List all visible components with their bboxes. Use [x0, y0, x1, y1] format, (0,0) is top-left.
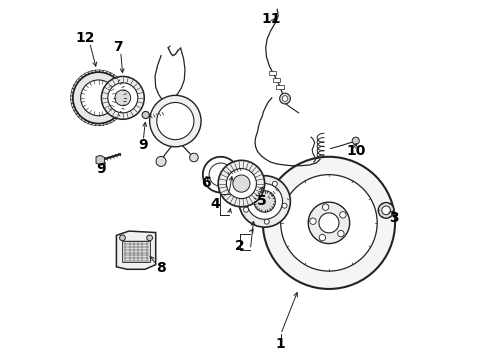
Circle shape	[244, 207, 248, 212]
Circle shape	[263, 157, 395, 289]
Circle shape	[226, 168, 256, 199]
Text: 11: 11	[261, 12, 281, 26]
Circle shape	[308, 202, 350, 244]
Circle shape	[282, 96, 288, 102]
Text: 3: 3	[390, 211, 399, 225]
Circle shape	[108, 83, 138, 113]
Circle shape	[264, 219, 270, 224]
Polygon shape	[276, 85, 284, 89]
Circle shape	[282, 203, 287, 208]
Circle shape	[322, 204, 329, 210]
Circle shape	[352, 137, 359, 144]
Text: 10: 10	[346, 144, 366, 158]
Circle shape	[120, 235, 125, 241]
Circle shape	[272, 181, 277, 186]
Text: 4: 4	[211, 197, 220, 211]
Polygon shape	[122, 241, 149, 262]
Circle shape	[247, 184, 283, 219]
Circle shape	[115, 90, 131, 106]
Circle shape	[340, 212, 346, 218]
Text: 9: 9	[97, 162, 106, 176]
Text: 5: 5	[257, 194, 267, 208]
Circle shape	[190, 153, 198, 162]
Circle shape	[382, 206, 391, 215]
Circle shape	[209, 163, 232, 186]
Circle shape	[149, 95, 201, 147]
Polygon shape	[117, 231, 156, 269]
Circle shape	[147, 235, 152, 241]
Circle shape	[235, 166, 240, 171]
Circle shape	[280, 93, 291, 104]
Text: 6: 6	[201, 176, 211, 190]
Circle shape	[81, 80, 117, 116]
Polygon shape	[270, 71, 276, 75]
Text: 9: 9	[138, 138, 148, 152]
Circle shape	[281, 175, 377, 271]
Circle shape	[101, 76, 144, 119]
Circle shape	[338, 230, 344, 237]
Text: 8: 8	[156, 261, 166, 275]
Circle shape	[233, 175, 250, 192]
Circle shape	[254, 191, 275, 212]
Circle shape	[239, 176, 291, 227]
Circle shape	[142, 111, 149, 118]
Circle shape	[378, 203, 394, 218]
Circle shape	[218, 160, 265, 207]
Circle shape	[310, 218, 316, 224]
Circle shape	[73, 72, 124, 123]
Circle shape	[248, 184, 253, 189]
Polygon shape	[96, 156, 104, 165]
Circle shape	[319, 234, 326, 241]
Circle shape	[156, 157, 166, 166]
Circle shape	[319, 213, 339, 233]
Text: 2: 2	[235, 239, 245, 253]
Circle shape	[157, 103, 194, 140]
Text: 12: 12	[75, 31, 95, 45]
Text: 7: 7	[113, 40, 123, 54]
Text: 1: 1	[276, 337, 286, 351]
Circle shape	[235, 179, 240, 183]
Polygon shape	[273, 78, 280, 82]
